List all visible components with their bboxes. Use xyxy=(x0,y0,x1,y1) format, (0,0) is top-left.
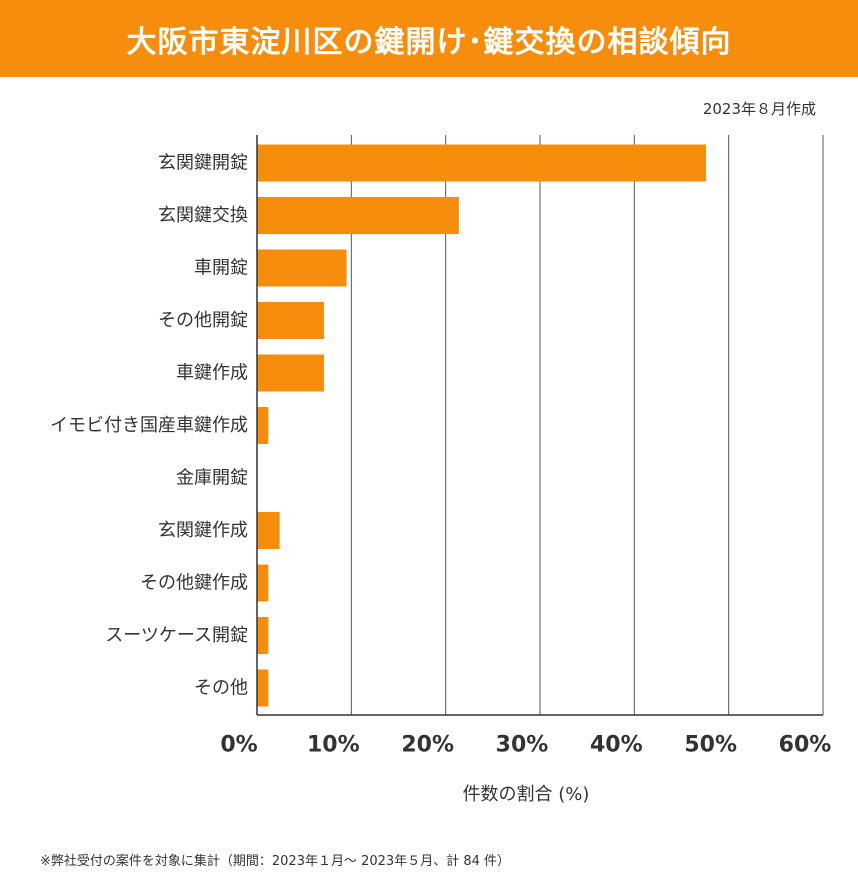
x-tick-label: 40% xyxy=(590,733,643,758)
category-label: その他鍵作成 xyxy=(140,573,248,594)
x-tick-label: 60% xyxy=(779,733,832,758)
category-label: その他 xyxy=(194,678,248,699)
category-label: スーツケース開錠 xyxy=(105,625,248,646)
category-label: 車鍵作成 xyxy=(176,363,248,384)
title-banner: 大阪市東淀川区の鍵開け･鍵交換の相談傾向 xyxy=(0,0,858,77)
category-label: 金庫開錠 xyxy=(176,468,248,489)
category-label: 玄関鍵作成 xyxy=(158,520,248,541)
bar xyxy=(257,197,459,234)
category-label: 玄関鍵交換 xyxy=(158,205,248,226)
chart-title: 大阪市東淀川区の鍵開け･鍵交換の相談傾向 xyxy=(126,24,732,60)
x-axis-title: 件数の割合 (%) xyxy=(462,784,590,805)
category-label: その他開錠 xyxy=(158,310,248,331)
x-tick-label: 30% xyxy=(496,733,549,758)
bar xyxy=(257,144,707,182)
bar xyxy=(257,669,269,707)
bar xyxy=(257,512,280,549)
category-label: 車開錠 xyxy=(194,258,248,279)
date-note: 2023年８月作成 xyxy=(702,100,816,118)
bar xyxy=(257,249,347,287)
category-label: イモビ付き国産車鍵作成 xyxy=(50,415,248,436)
bar xyxy=(257,564,269,602)
category-label: 玄関鍵開錠 xyxy=(158,153,248,174)
bar xyxy=(257,617,269,654)
bar xyxy=(257,354,324,392)
footnote: ※弊社受付の案件を対象に集計（期間：2023年１月～ 2023年５月、計 84 … xyxy=(40,854,510,869)
x-tick-label: 0% xyxy=(220,733,257,758)
x-tick-label: 20% xyxy=(401,733,454,758)
x-tick-label: 50% xyxy=(684,733,737,758)
bar xyxy=(257,407,269,444)
bar xyxy=(257,302,324,339)
x-tick-label: 10% xyxy=(307,733,360,758)
